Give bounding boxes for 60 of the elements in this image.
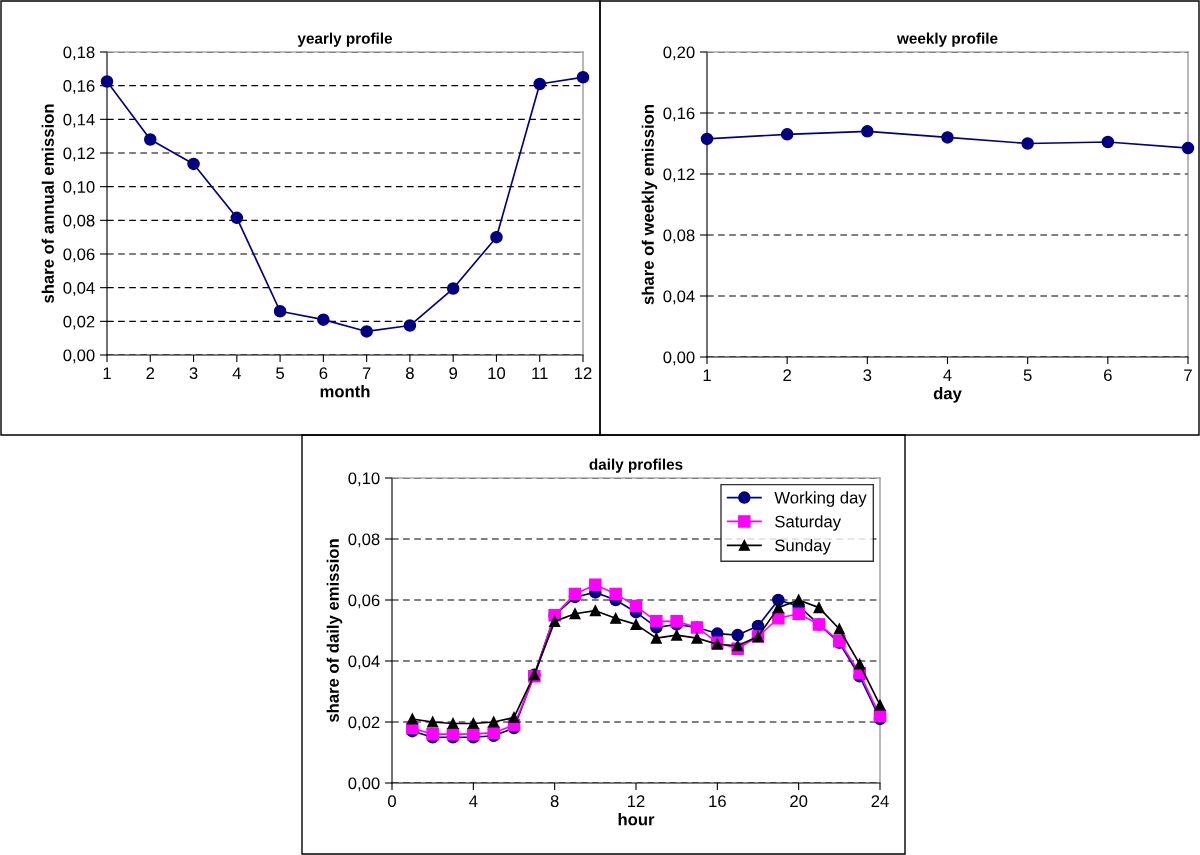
y-axis-title: share of weekly emission <box>641 105 658 305</box>
y-tick-label: 0,12 <box>63 147 95 162</box>
x-tick-label: 11 <box>532 367 548 379</box>
chart-title: daily profiles <box>589 458 683 473</box>
y-tick-label: 0,16 <box>63 80 95 94</box>
y-tick-label: 0,20 <box>663 46 695 61</box>
x-tick-label: 16 <box>709 795 726 808</box>
x-tick-label: 0 <box>388 795 396 808</box>
x-axis-title: month <box>320 385 370 398</box>
x-tick-label: 4 <box>232 367 241 379</box>
y-tick-label: 0,04 <box>663 290 695 305</box>
x-tick-label: 7 <box>362 367 371 379</box>
x-tick-label: 5 <box>276 367 285 380</box>
x-tick-label: 1 <box>103 367 111 379</box>
y-tick-label: 0,00 <box>348 777 380 792</box>
x-axis-title: day <box>933 387 962 403</box>
x-tick-label: 6 <box>1104 369 1112 382</box>
x-tick-label: 9 <box>449 367 458 380</box>
y-tick-label: 0,18 <box>63 46 95 61</box>
y-tick-label: 0,12 <box>663 168 695 183</box>
y-tick-label: 0,06 <box>63 248 95 263</box>
y-tick-label: 0,02 <box>348 716 380 731</box>
chart-title: yearly profile <box>297 32 393 47</box>
x-tick-label: 8 <box>550 795 559 808</box>
y-tick-label: 0,08 <box>348 533 380 548</box>
x-tick-label: 2 <box>146 367 155 379</box>
y-tick-label: 0,02 <box>63 315 95 330</box>
legend-label: Working day <box>774 491 867 507</box>
y-tick-label: 0,16 <box>663 107 695 122</box>
y-tick-label: 0,00 <box>663 351 695 366</box>
y-axis-title: share of annual emission <box>41 104 54 303</box>
x-tick-label: 4 <box>943 369 952 381</box>
y-tick-label: 0,04 <box>348 655 380 670</box>
x-tick-label: 3 <box>863 369 872 382</box>
y-tick-label: 0,10 <box>63 181 95 195</box>
y-tick-label: 0,14 <box>63 113 95 128</box>
x-tick-label: 6 <box>319 367 328 380</box>
y-tick-label: 0,06 <box>348 594 380 609</box>
y-tick-label: 0,00 <box>63 349 95 364</box>
chart-title: weekly profile <box>896 32 998 47</box>
x-tick-label: 1 <box>703 369 711 381</box>
x-tick-label: 20 <box>790 795 808 808</box>
x-tick-label: 10 <box>488 367 506 380</box>
x-tick-label: 3 <box>189 367 198 380</box>
y-axis-title: share of daily emission <box>326 539 343 723</box>
legend-label: Sunday <box>775 539 831 555</box>
y-tick-label: 0,04 <box>63 282 95 296</box>
y-tick-label: 0,08 <box>63 214 95 229</box>
y-tick-label: 0,10 <box>348 472 380 487</box>
x-tick-label: 4 <box>469 795 478 807</box>
x-tick-label: 24 <box>871 795 889 807</box>
y-tick-label: 0,08 <box>663 229 695 244</box>
x-tick-label: 7 <box>1184 369 1192 381</box>
x-tick-label: 2 <box>783 369 791 381</box>
x-tick-label: 12 <box>575 367 592 379</box>
x-tick-label: 12 <box>628 795 645 807</box>
legend-label: Saturday <box>775 515 842 531</box>
x-axis-title: hour <box>618 813 655 826</box>
x-tick-label: 5 <box>1023 369 1032 382</box>
x-tick-label: 8 <box>406 367 414 380</box>
